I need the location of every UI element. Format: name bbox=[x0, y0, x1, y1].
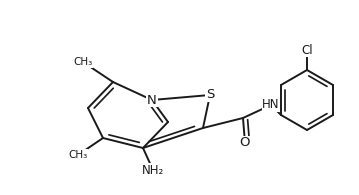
Text: HN: HN bbox=[262, 98, 280, 112]
Text: CH₃: CH₃ bbox=[68, 150, 88, 160]
Text: S: S bbox=[206, 89, 214, 102]
Text: O: O bbox=[240, 136, 250, 150]
Text: Cl: Cl bbox=[301, 43, 313, 57]
Text: CH₃: CH₃ bbox=[73, 57, 93, 67]
Text: N: N bbox=[147, 93, 157, 106]
Text: NH₂: NH₂ bbox=[142, 163, 164, 176]
